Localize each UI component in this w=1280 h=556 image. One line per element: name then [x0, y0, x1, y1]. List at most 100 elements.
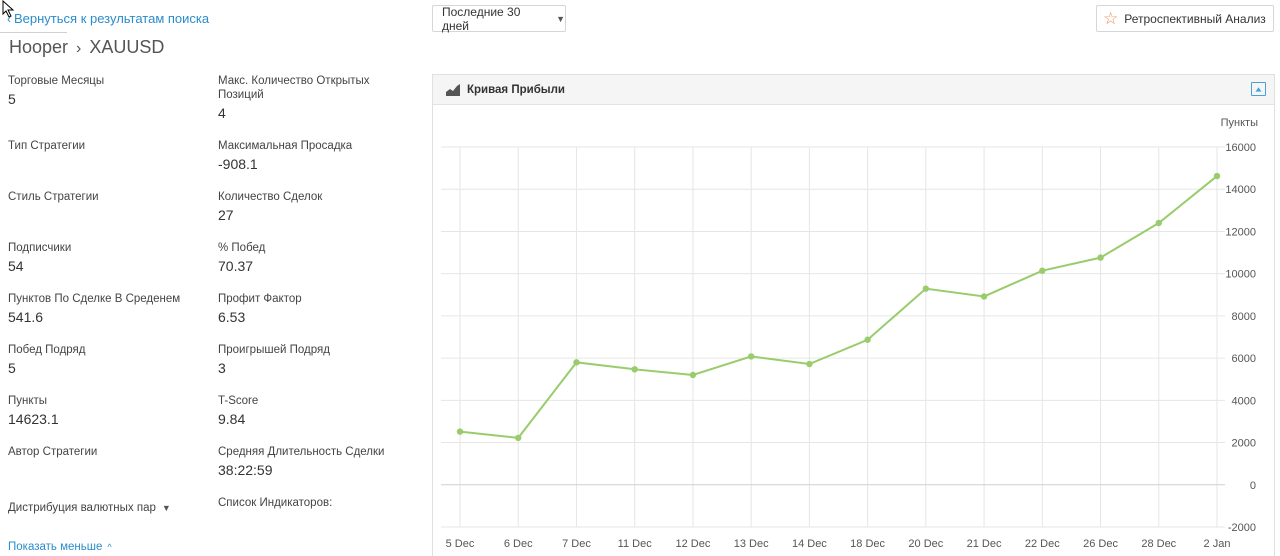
stat-value: 6.53 [218, 309, 246, 325]
stat-strategy-author: Автор Стратегии [8, 445, 97, 462]
stat-win-streak: Побед Подряд 5 [8, 343, 86, 377]
x-tick-label: 28 Dec [1141, 538, 1176, 550]
y-tick-label: 16000 [1225, 142, 1256, 154]
stat-trade-count: Количество Сделок 27 [218, 190, 322, 224]
stat-profit-factor: Профит Фактор 6.53 [218, 292, 302, 326]
y-tick-label: 6000 [1232, 353, 1256, 365]
stat-value: 5 [8, 91, 16, 107]
stat-label: Пункты [8, 395, 48, 407]
data-point [922, 285, 930, 292]
show-less-label: Показать меньше [8, 541, 103, 553]
stat-points: Пункты 14623.1 [8, 394, 59, 428]
period-select-value: Последние 30 дней [442, 4, 521, 33]
data-point [864, 336, 871, 343]
retrospective-analysis-label: Ретроспективный Анализ [1124, 11, 1266, 26]
y-tick-label: 14000 [1225, 184, 1256, 196]
stat-t-score: T-Score 9.84 [218, 394, 258, 428]
stat-value: 5 [8, 360, 16, 376]
strategy-name: Hooper [9, 37, 69, 57]
symbol-name: XAUUSD [89, 37, 165, 57]
stat-label: Количество Сделок [218, 191, 323, 203]
x-tick-label: 5 Dec [446, 538, 475, 550]
stat-win-percent: % Побед 70.37 [218, 241, 265, 275]
x-tick-label: 20 Dec [908, 538, 943, 550]
data-point [573, 359, 580, 366]
profit-curve-panel: Кривая Прибыли -2000 0 2000 4000 6000 8000 100… [432, 74, 1275, 556]
y-tick-label: 8000 [1232, 311, 1256, 323]
stat-value: 70.37 [218, 258, 254, 274]
currency-distribution-label: Дистрибуция валютных пар [8, 502, 156, 514]
stat-label: Торговые Месяцы [8, 75, 105, 87]
y-tick-label: 10000 [1225, 269, 1256, 281]
stat-value: 14623.1 [8, 411, 59, 427]
divider [0, 32, 67, 33]
stat-value: 541.6 [8, 309, 44, 325]
x-tick-label: 14 Dec [792, 538, 827, 550]
y-axis-label: Пункты [1221, 117, 1258, 129]
data-point [689, 371, 697, 379]
x-tick-label: 26 Dec [1083, 538, 1118, 550]
y-tick-label: -2000 [1228, 522, 1256, 534]
stat-label: Проигрышей Подряд [218, 344, 330, 356]
data-point [1155, 219, 1162, 227]
stat-strategy-style: Стиль Стратегии [8, 190, 99, 207]
y-tick-label: 2000 [1232, 438, 1256, 450]
x-tick-label: 12 Dec [675, 538, 710, 550]
data-point [980, 293, 988, 300]
stat-label: Список Индикаторов: [218, 497, 333, 509]
stat-label: Тип Стратегии [8, 140, 86, 152]
caret-down-icon: ▼ [556, 13, 565, 24]
show-less-link[interactable]: Показать меньше ^ [8, 541, 112, 553]
stat-loss-streak: Проигрышей Подряд 3 [218, 343, 330, 377]
stat-label: Максимальная Просадка [218, 140, 353, 152]
data-point [1213, 172, 1221, 180]
currency-distribution-toggle[interactable]: Дистрибуция валютных пар ▼ [8, 502, 171, 514]
stat-value: 4 [218, 105, 226, 121]
x-tick-label: 13 Dec [734, 538, 769, 550]
y-tick-label: 0 [1250, 480, 1256, 492]
stat-label: Стиль Стратегии [8, 191, 99, 203]
stat-label: T-Score [218, 395, 259, 407]
chevron-left-icon: ‹ [7, 11, 11, 26]
back-link-label: Вернуться к результатам поиска [14, 11, 210, 26]
stat-value: 54 [8, 258, 24, 274]
stat-value: -908.1 [218, 156, 258, 172]
series-line [459, 175, 1218, 439]
x-tick-label: 22 Dec [1025, 538, 1060, 550]
profit-curve-chart: -2000 0 2000 4000 6000 8000 10000 12000 14000 160… [441, 117, 1258, 550]
data-point [631, 366, 638, 373]
stat-max-drawdown: Максимальная Просадка -908.1 [218, 139, 352, 173]
stat-trading-months: Торговые Месяцы 5 [8, 74, 104, 108]
retrospective-analysis-button[interactable]: ☆ Ретроспективный Анализ [1096, 5, 1274, 32]
panel-title: Кривая Прибыли [467, 83, 565, 96]
caret-down-icon: ▼ [161, 503, 171, 513]
stat-label: Профит Фактор [218, 293, 302, 305]
stat-value: 9.84 [218, 411, 246, 427]
y-tick-label: 12000 [1225, 226, 1256, 238]
back-to-search-link[interactable]: ‹ Вернуться к результатам поиска [7, 11, 209, 26]
data-point [456, 428, 464, 435]
stat-value: 27 [218, 207, 234, 223]
stat-label: Подписчики [8, 242, 72, 254]
stat-label: Средняя Длительность Сделки [218, 446, 385, 458]
stat-max-open-positions: Макс. Количество Открытых Позиций 4 [218, 74, 398, 122]
stat-label: Пунктов По Сделке В Среденем [8, 293, 181, 305]
panel-header: Кривая Прибыли [433, 75, 1274, 105]
mouse-cursor-icon [2, 0, 15, 18]
data-point [806, 360, 813, 368]
star-icon: ☆ [1103, 9, 1119, 28]
x-tick-label: 2 Jan [1204, 538, 1231, 550]
stat-subscribers: Подписчики 54 [8, 241, 71, 275]
area-chart-icon [446, 83, 460, 96]
stat-value: 38:22:59 [218, 462, 273, 478]
export-icon[interactable] [1251, 82, 1266, 96]
y-tick-label: 4000 [1232, 395, 1256, 407]
data-point [1097, 254, 1104, 261]
stat-label: Автор Стратегии [8, 446, 98, 458]
period-select[interactable]: Последние 30 дней ▼ [432, 4, 566, 33]
data-point [515, 434, 522, 442]
x-tick-label: 7 Dec [562, 538, 591, 550]
stat-avg-trade-duration: Средняя Длительность Сделки 38:22:59 [218, 445, 384, 479]
data-point [747, 353, 755, 360]
data-point [1039, 267, 1046, 274]
